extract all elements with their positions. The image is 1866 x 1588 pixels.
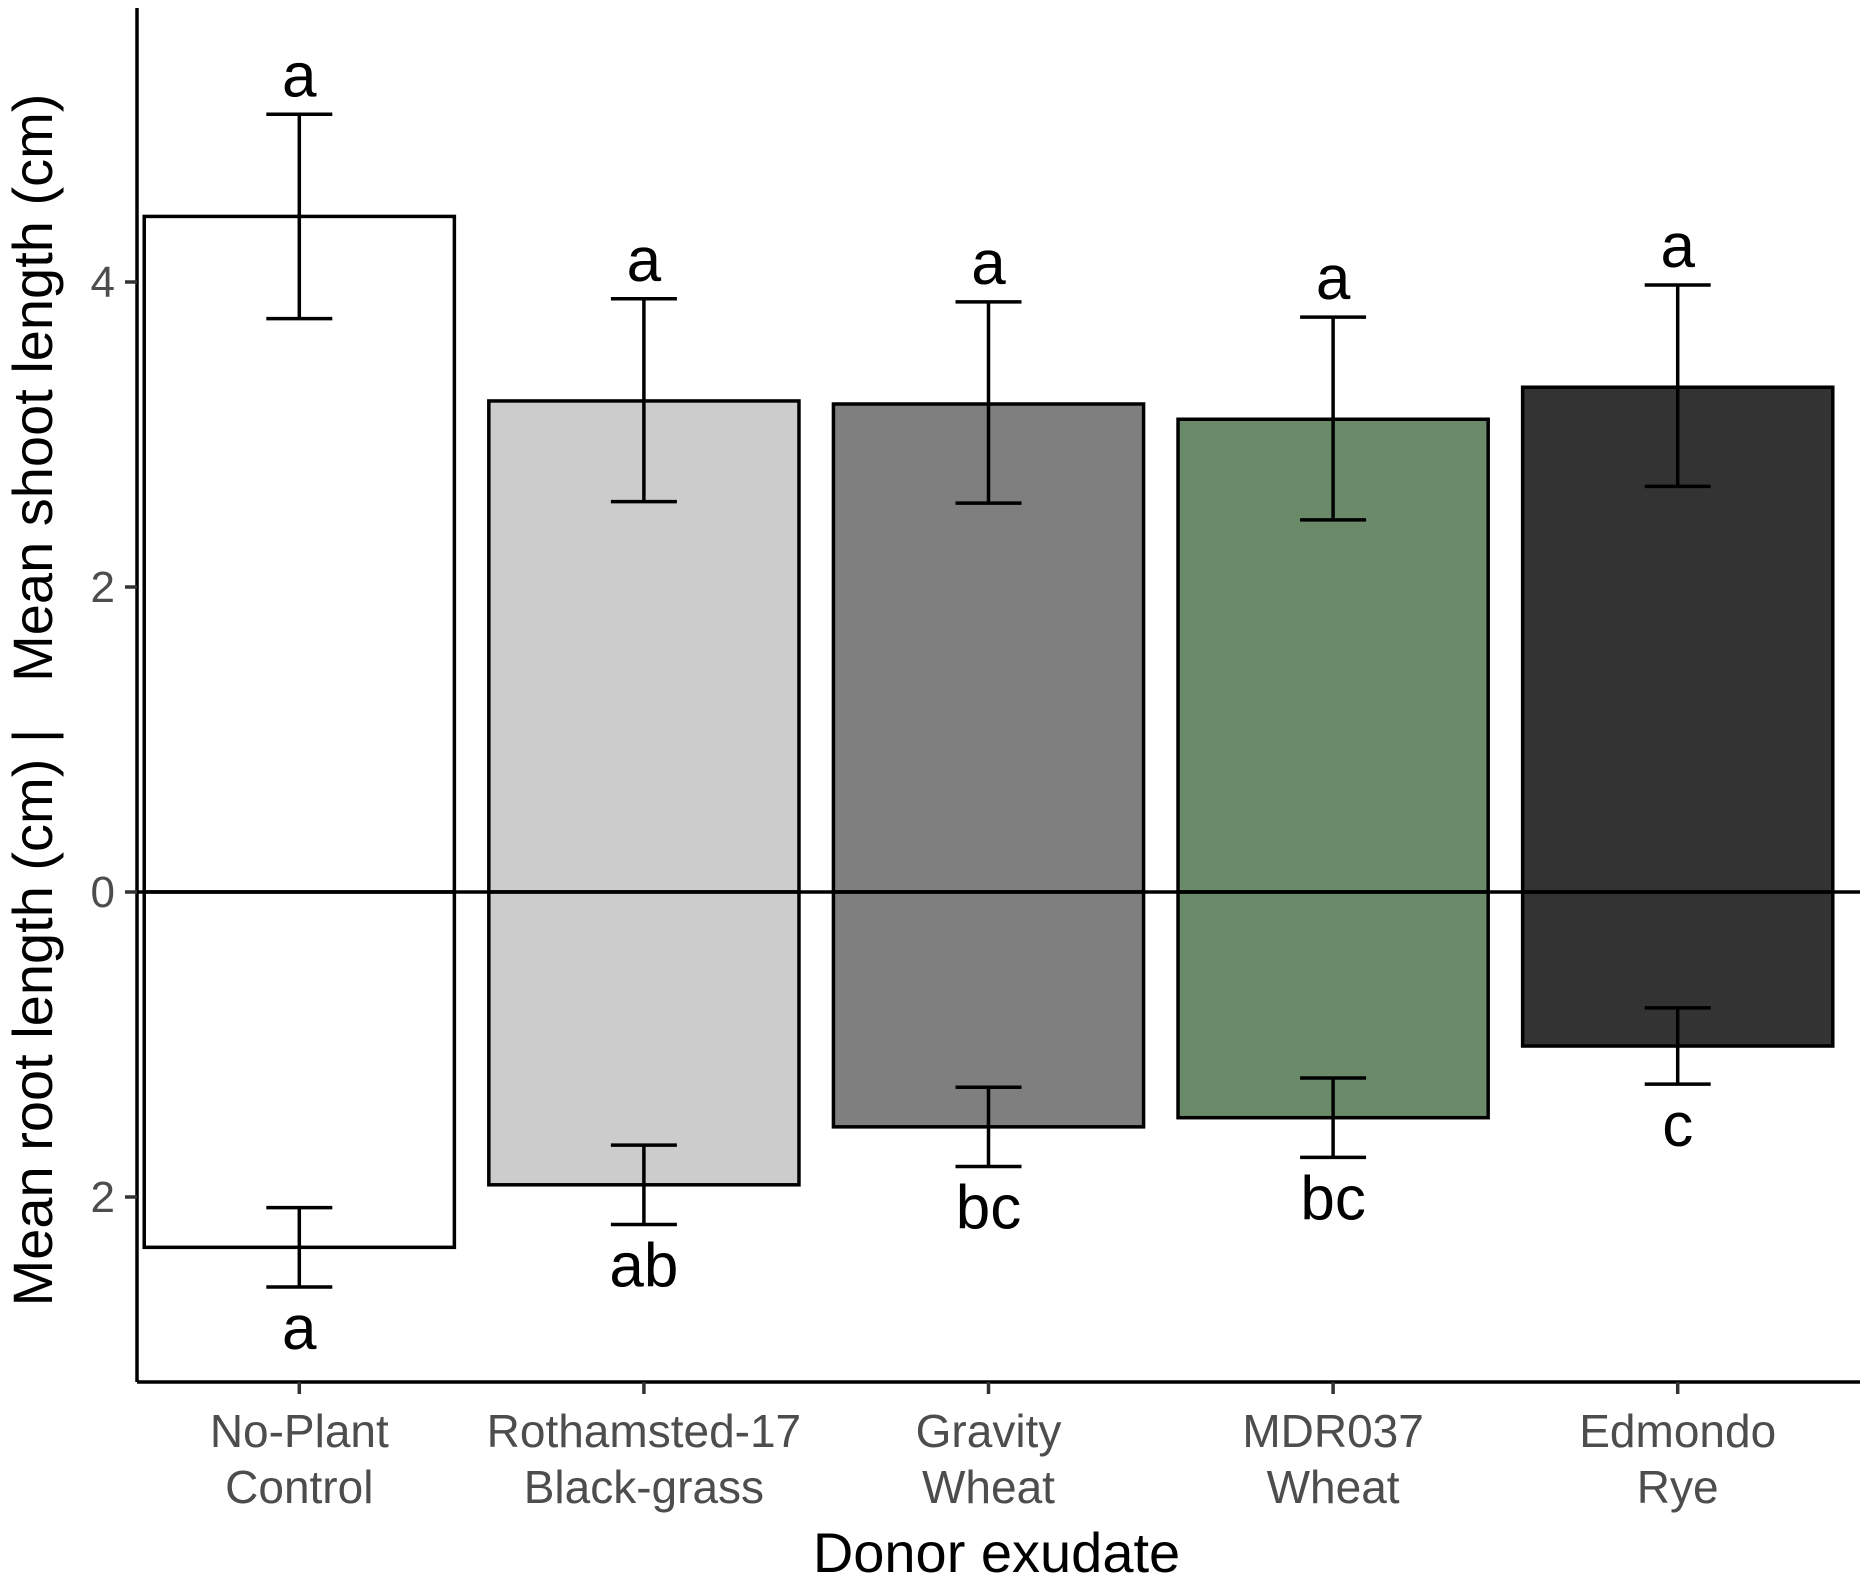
bar-shoot-0	[142, 214, 457, 894]
significance-letter-shoot-3: a	[1316, 244, 1351, 313]
significance-letter-shoot-0: a	[282, 41, 317, 110]
x-category-label-2-line1: Gravity	[916, 1405, 1062, 1457]
error-bars-layer	[266, 112, 1711, 1289]
significance-letter-root-4: c	[1662, 1091, 1693, 1160]
x-category-label-3-line1: MDR037	[1242, 1405, 1424, 1457]
y-tick-label-1: 2	[91, 563, 115, 612]
x-category-label-1-line2: Black-grass	[524, 1461, 764, 1513]
significance-letter-root-1: ab	[609, 1231, 678, 1300]
bars-layer	[142, 214, 1835, 1250]
significance-letter-root-2: bc	[956, 1174, 1021, 1243]
y-ticks-layer: 4 2 0 2	[91, 258, 137, 1222]
x-category-label-2-line2: Wheat	[922, 1461, 1055, 1513]
significance-letter-shoot-1: a	[627, 226, 662, 295]
x-category-label-1-line1: Rothamsted-17	[487, 1405, 802, 1457]
significance-letters-layer: a a a a a a ab bc bc c	[282, 41, 1695, 1363]
x-axis-title: Donor exudate	[813, 1521, 1180, 1583]
y-tick-label-2: 0	[91, 868, 115, 917]
y-tick-label-3: 2	[91, 1173, 115, 1222]
x-category-label-0-line1: No-Plant	[210, 1405, 389, 1457]
x-category-label-4-line2: Rye	[1637, 1461, 1719, 1513]
y-axis-title: Mean root length (cm) | Mean shoot lengt…	[1, 94, 64, 1307]
significance-letter-shoot-4: a	[1660, 212, 1695, 281]
y-tick-label-0: 4	[91, 258, 115, 307]
significance-letter-root-3: bc	[1300, 1164, 1365, 1233]
x-category-label-4-line1: Edmondo	[1579, 1405, 1776, 1457]
significance-letter-shoot-2: a	[971, 229, 1006, 298]
x-category-label-0-line2: Control	[225, 1461, 373, 1513]
x-category-label-3-line2: Wheat	[1267, 1461, 1400, 1513]
bar-root-0	[142, 890, 457, 1250]
significance-letter-root-0: a	[282, 1294, 317, 1363]
bar-root-1	[487, 890, 801, 1187]
